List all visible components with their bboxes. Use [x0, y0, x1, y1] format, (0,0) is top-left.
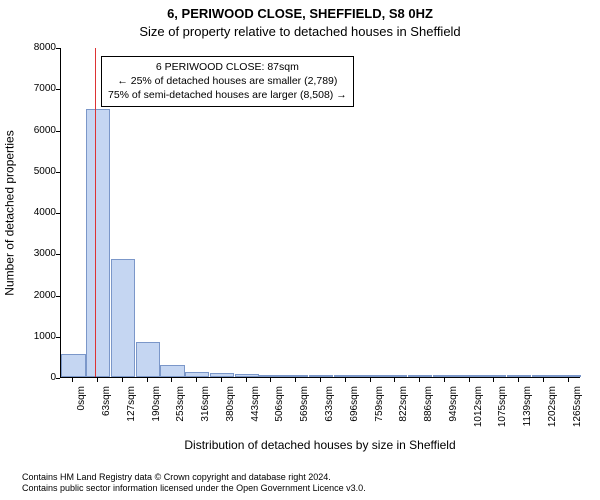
y-tick-mark — [56, 213, 60, 214]
bar — [358, 375, 382, 377]
x-tick-label: 380sqm — [225, 386, 236, 434]
x-tick-mark — [493, 378, 494, 382]
x-tick-label: 759sqm — [374, 386, 385, 434]
x-tick-mark — [444, 378, 445, 382]
x-tick-label: 886sqm — [423, 386, 434, 434]
x-tick-label: 63sqm — [101, 386, 112, 434]
y-tick-mark — [56, 172, 60, 173]
x-tick-label: 443sqm — [250, 386, 261, 434]
x-tick-mark — [543, 378, 544, 382]
x-tick-mark — [270, 378, 271, 382]
y-tick-label: 1000 — [16, 331, 56, 342]
annotation-line-3: 75% of semi-detached houses are larger (… — [108, 88, 347, 102]
x-tick-label: 506sqm — [274, 386, 285, 434]
x-tick-mark — [72, 378, 73, 382]
x-tick-mark — [221, 378, 222, 382]
x-tick-label: 316sqm — [200, 386, 211, 434]
x-tick-mark — [147, 378, 148, 382]
bar — [235, 374, 259, 377]
bar — [507, 375, 531, 377]
y-tick-label: 6000 — [16, 125, 56, 136]
footer-text: Contains HM Land Registry data © Crown c… — [22, 472, 366, 495]
bar — [160, 365, 184, 377]
x-tick-label: 1012sqm — [473, 386, 484, 434]
y-tick-label: 5000 — [16, 166, 56, 177]
x-tick-label: 949sqm — [448, 386, 459, 434]
y-tick-mark — [56, 254, 60, 255]
y-tick-mark — [56, 337, 60, 338]
chart-subtitle: Size of property relative to detached ho… — [0, 24, 600, 39]
x-tick-label: 0sqm — [76, 386, 87, 434]
bar — [408, 375, 432, 377]
x-tick-label: 1202sqm — [547, 386, 558, 434]
x-tick-mark — [97, 378, 98, 382]
footer-line-2: Contains public sector information licen… — [22, 483, 366, 494]
y-tick-mark — [56, 89, 60, 90]
x-tick-label: 569sqm — [299, 386, 310, 434]
bar — [185, 372, 209, 377]
bar — [309, 375, 333, 377]
bar — [111, 259, 135, 377]
x-tick-label: 696sqm — [349, 386, 360, 434]
bar — [210, 373, 234, 377]
y-axis-label-text: Number of detached properties — [3, 130, 17, 295]
chart-title-address: 6, PERIWOOD CLOSE, SHEFFIELD, S8 0HZ — [0, 6, 600, 21]
y-tick-label: 8000 — [16, 42, 56, 53]
x-tick-label: 633sqm — [324, 386, 335, 434]
x-tick-mark — [196, 378, 197, 382]
bar — [334, 375, 358, 377]
bar — [86, 109, 110, 377]
x-tick-label: 1265sqm — [572, 386, 583, 434]
x-tick-mark — [320, 378, 321, 382]
x-tick-mark — [171, 378, 172, 382]
x-tick-mark — [122, 378, 123, 382]
annotation-line-1: 6 PERIWOOD CLOSE: 87sqm — [108, 60, 347, 74]
x-tick-label: 1075sqm — [497, 386, 508, 434]
x-tick-mark — [518, 378, 519, 382]
property-marker-line — [95, 48, 96, 377]
x-tick-label: 190sqm — [151, 386, 162, 434]
y-tick-label: 7000 — [16, 83, 56, 94]
y-tick-label: 2000 — [16, 290, 56, 301]
x-tick-mark — [568, 378, 569, 382]
y-tick-label: 0 — [16, 372, 56, 383]
x-tick-label: 253sqm — [175, 386, 186, 434]
bar — [61, 354, 85, 377]
y-tick-label: 4000 — [16, 207, 56, 218]
x-tick-mark — [295, 378, 296, 382]
x-tick-label: 822sqm — [398, 386, 409, 434]
y-tick-mark — [56, 378, 60, 379]
y-tick-mark — [56, 131, 60, 132]
footer-line-1: Contains HM Land Registry data © Crown c… — [22, 472, 366, 483]
chart-container: 6, PERIWOOD CLOSE, SHEFFIELD, S8 0HZ Siz… — [0, 0, 600, 500]
y-tick-label: 3000 — [16, 248, 56, 259]
x-tick-mark — [370, 378, 371, 382]
x-tick-mark — [469, 378, 470, 382]
annotation-line-2: ← 25% of detached houses are smaller (2,… — [108, 74, 347, 88]
x-axis-label: Distribution of detached houses by size … — [60, 438, 580, 452]
bar — [433, 375, 457, 377]
bar — [556, 375, 580, 377]
bar — [136, 342, 160, 377]
bar — [457, 375, 481, 377]
plot-area: 6 PERIWOOD CLOSE: 87sqm ← 25% of detache… — [60, 48, 580, 378]
x-tick-label: 1139sqm — [522, 386, 533, 434]
bar — [284, 375, 308, 377]
x-tick-mark — [394, 378, 395, 382]
bar — [259, 375, 283, 377]
x-tick-mark — [345, 378, 346, 382]
x-tick-mark — [246, 378, 247, 382]
bar — [532, 375, 556, 377]
bar — [482, 375, 506, 377]
y-tick-mark — [56, 48, 60, 49]
x-tick-label: 127sqm — [126, 386, 137, 434]
annotation-box: 6 PERIWOOD CLOSE: 87sqm ← 25% of detache… — [101, 56, 354, 107]
x-tick-mark — [419, 378, 420, 382]
y-tick-mark — [56, 296, 60, 297]
bar — [383, 375, 407, 377]
